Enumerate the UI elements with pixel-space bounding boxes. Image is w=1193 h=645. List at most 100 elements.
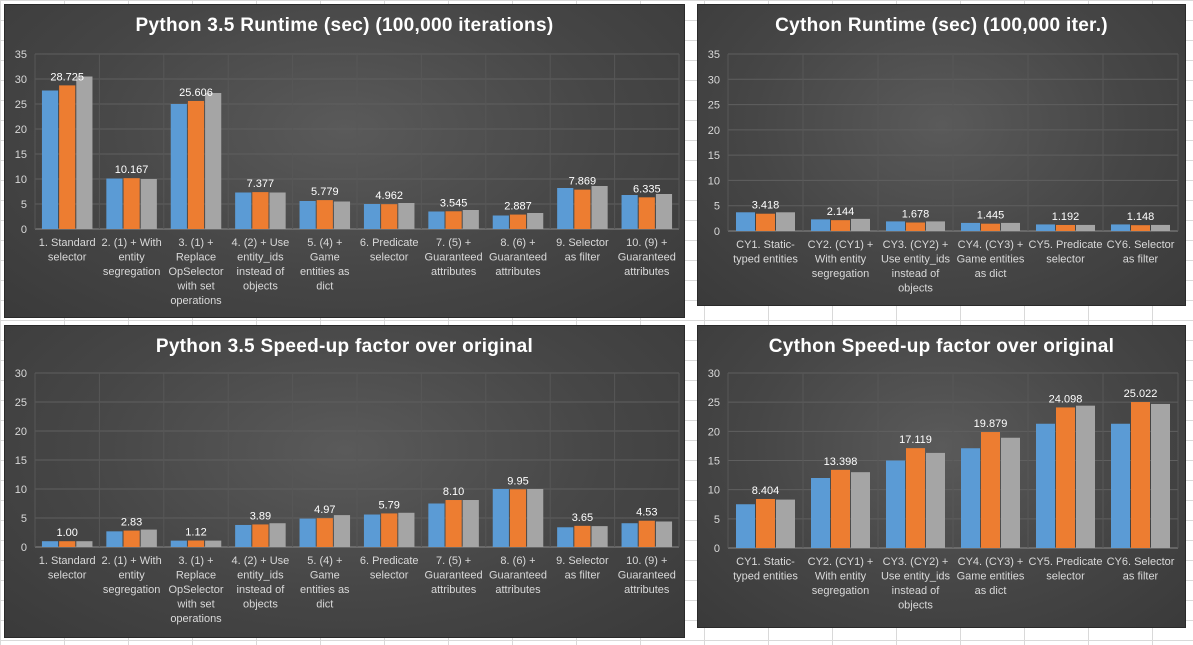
bar [381, 204, 398, 229]
bar [187, 100, 205, 229]
x-tick-label: 3. (1) + [178, 555, 213, 567]
x-tick-label: CY1. Static- [736, 556, 795, 568]
bar [1151, 403, 1170, 548]
bar [333, 201, 351, 229]
y-tick-label: 35 [708, 49, 720, 61]
bar [574, 189, 591, 229]
bar [445, 500, 462, 547]
x-tick-label: 1. Standard [39, 555, 96, 567]
bar [831, 469, 850, 548]
bar [1036, 224, 1055, 231]
x-tick-label: Guaranteed [425, 570, 483, 582]
chart-plot: 0 5 10 15 20 25 30 35 3.418 CY1. Static-typed ent… [708, 49, 1179, 295]
bar [906, 448, 925, 548]
bar [316, 200, 333, 229]
x-tick-label: attributes [431, 584, 477, 596]
x-tick-label: selector [48, 252, 87, 264]
x-tick-label: 1. Standard [39, 237, 96, 249]
bar [527, 213, 544, 229]
bar [756, 498, 775, 548]
x-tick-label: entities as [300, 584, 350, 596]
x-tick-label: entity_ids [237, 570, 284, 582]
x-tick-label: Use entity_ids [881, 254, 951, 266]
data-label: 2.83 [121, 517, 142, 529]
data-label: 1.445 [977, 210, 1005, 222]
chart-plot: 0 5 10 15 20 25 30 1.00 1. Standard selector 2.83 2… [15, 368, 680, 625]
y-tick-label: 15 [15, 149, 27, 161]
x-tick-label: selector [370, 252, 409, 264]
bar [1151, 224, 1170, 231]
y-tick-label: 10 [15, 174, 27, 186]
y-tick-label: 30 [708, 368, 720, 380]
x-tick-label: 3. (1) + [178, 237, 213, 249]
bar [1001, 222, 1020, 231]
data-label: 2.887 [504, 201, 532, 213]
bar [1056, 224, 1075, 231]
x-tick-label: With entity [815, 254, 867, 266]
x-tick-label: segregation [103, 584, 161, 596]
bar [445, 211, 462, 229]
y-tick-label: 20 [708, 125, 720, 137]
data-label: 1.00 [56, 527, 77, 539]
x-tick-label: entity [118, 252, 145, 264]
y-tick-label: 10 [15, 484, 27, 496]
x-tick-label: with set [176, 599, 214, 611]
x-tick-label: Guaranteed [618, 570, 676, 582]
bar [811, 219, 830, 231]
x-tick-label: 10. (9) + [626, 555, 667, 567]
bar [462, 500, 479, 547]
bar [462, 210, 479, 229]
x-tick-label: operations [170, 295, 222, 307]
data-label: 28.725 [50, 71, 84, 83]
x-tick-label: as dict [975, 268, 1007, 280]
x-tick-label: entities as [300, 266, 350, 278]
y-tick-label: 0 [21, 542, 27, 554]
x-tick-label: with set [176, 281, 214, 293]
x-tick-label: 5. (4) + [307, 555, 342, 567]
x-tick-label: attributes [431, 266, 477, 278]
x-tick-label: With entity [815, 571, 867, 583]
x-tick-label: Guaranteed [489, 570, 547, 582]
chart-plot: 0 5 10 15 20 25 30 35 28.725 1. Standard selector 1… [15, 49, 680, 307]
x-tick-label: instead of [892, 585, 941, 597]
bar [235, 524, 252, 547]
data-label: 10.167 [115, 164, 149, 176]
y-tick-label: 0 [714, 543, 720, 555]
data-label: 1.148 [1127, 211, 1155, 223]
x-tick-label: CY4. (CY3) + [958, 239, 1024, 251]
x-tick-label: 2. (1) + With [101, 237, 161, 249]
bar [655, 521, 673, 547]
x-tick-label: as filter [1123, 571, 1159, 583]
bar [269, 192, 286, 229]
x-tick-label: 4. (2) + Use [232, 237, 290, 249]
y-tick-label: 5 [714, 201, 720, 213]
data-label: 3.65 [572, 512, 593, 524]
x-tick-label: instead of [892, 268, 941, 280]
x-tick-label: Guaranteed [425, 252, 483, 264]
x-tick-label: typed entities [733, 254, 798, 266]
x-tick-label: 8. (6) + [500, 237, 535, 249]
bar [269, 523, 286, 547]
bar [655, 194, 673, 229]
bar [252, 524, 269, 547]
data-label: 7.377 [247, 178, 275, 190]
x-tick-label: attributes [495, 584, 541, 596]
bar [205, 93, 222, 229]
bar [170, 104, 187, 229]
x-tick-label: dict [316, 599, 333, 611]
x-tick-label: 5. (4) + [307, 237, 342, 249]
bar [428, 211, 445, 229]
data-label: 3.545 [440, 197, 468, 209]
bar [886, 460, 905, 548]
bar [1036, 423, 1055, 548]
python-speedup-chart: Python 3.5 Speed-up factor over original… [4, 325, 685, 638]
bar [509, 489, 527, 547]
y-tick-label: 20 [15, 426, 27, 438]
bar [527, 489, 544, 547]
bar [140, 529, 157, 547]
bar [591, 526, 608, 547]
y-tick-label: 5 [21, 199, 27, 211]
data-label: 4.53 [636, 507, 657, 519]
bar [235, 192, 252, 229]
chart-plot: 0 5 10 15 20 25 30 8.404 CY1. Static-typed entit… [708, 368, 1179, 612]
